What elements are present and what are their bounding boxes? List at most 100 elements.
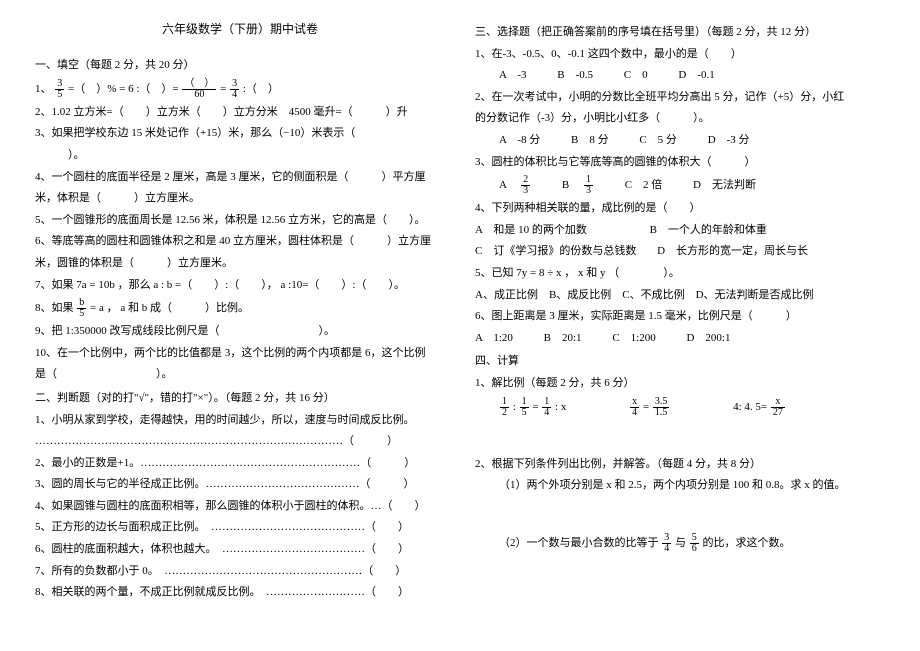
q7: 7、如果 7a = 10b ，那么 a : b =（ ）:（ ）， a :10=… (35, 277, 445, 295)
frac-1-3: 13 (584, 175, 593, 196)
c1c: C 0 (624, 67, 648, 85)
p1b-f2: 3.51.5 (653, 397, 670, 418)
exam-title: 六年级数学（下册）期中试卷 (35, 20, 445, 39)
frac-b-5: b5 (77, 298, 86, 319)
c4d: D 长方形的宽一定，周长与长 (657, 243, 808, 261)
q10a: 10、在一个比例中，两个比的比值都是 3，这个比例的两个内项都是 6，这个比例 (35, 345, 445, 363)
j4: 4、如果圆锥与圆柱的底面积相等，那么圆锥的体积小于圆柱的体积。…（ ） (35, 498, 445, 516)
p1a-f3: 14 (542, 397, 551, 418)
exam-page: 六年级数学（下册）期中试卷 一、填空（每题 2 分，共 20 分） 1、 35 … (0, 0, 920, 651)
c1a: A -3 (499, 67, 527, 85)
j1a: 1、小明从家到学校，走得越快，用的时间越少，所以，速度与时间成反比例。 (35, 412, 445, 430)
c4a: A 和是 10 的两个加数 (475, 222, 587, 240)
section3-header: 三、选择题（把正确答案前的序号填在括号里）（每题 2 分，共 12 分） (475, 24, 885, 42)
c4-opts1: A 和是 10 的两个加数 B 一个人的年龄和体重 (475, 222, 885, 240)
c1b: B -0.5 (557, 67, 593, 85)
c1: 1、在-3、-0.5、0、-0.1 这四个数中，最小的是（ ） (475, 46, 885, 64)
q8-post: = a ， a 和 b 成（ ）比例。 (90, 302, 249, 314)
c3b: B 13 (562, 175, 594, 196)
calc2-2a: （2）一个数与最小合数的比等于 (499, 537, 661, 549)
calc2-1: （1）两个外项分别是 x 和 2.5，两个内项分别是 100 和 0.8。求 x… (475, 477, 885, 495)
c2oa: A -8 分 (499, 132, 540, 150)
c5: 5、已知 7y = 8 ÷ x ， x 和 y （ ）。 (475, 265, 885, 283)
left-column: 六年级数学（下册）期中试卷 一、填空（每题 2 分，共 20 分） 1、 35 … (20, 20, 460, 651)
j7: 7、所有的负数都小于 0。 ………………………………………………（ ） (35, 563, 445, 581)
frac-5-6: 56 (690, 533, 699, 554)
c3a: A 23 (499, 175, 531, 196)
p1c-f: x27 (771, 397, 785, 418)
q6a: 6、等底等高的圆柱和圆锥体积之和是 40 立方厘米，圆柱体积是（ ）立方厘 (35, 233, 445, 251)
j1b: …………………………………………………………………………（ ） (35, 433, 445, 451)
p1b-eq: = (643, 401, 652, 413)
p1b-f1: x4 (630, 397, 639, 418)
q1: 1、 35 =（ ）% = 6 :（ ）= （ ）60 = 34 :（ ） (35, 79, 445, 100)
c1d: D -0.1 (678, 67, 714, 85)
q1-mid1: =（ ）% = 6 :（ ）= (68, 83, 181, 95)
c3-opts: A 23 B 13 C 2 倍 D 无法判断 (475, 175, 885, 196)
spacer2 (475, 499, 885, 529)
c3c: C 2 倍 (625, 177, 663, 195)
frac-blank-60: （ ）60 (182, 79, 216, 100)
j5: 5、正方形的边长与面积成正比例。 ……………………………………（ ） (35, 519, 445, 537)
q1-eq: = (220, 83, 229, 95)
q4b: 米，体积是（ ）立方厘米。 (35, 190, 445, 208)
q3a: 3、如果把学校东边 15 米处记作（+15）米，那么（−10）米表示（ (35, 125, 445, 143)
c5-opts: A、成正比例 B、成反比例 C、不成比例 D、无法判断是否成比例 (475, 287, 885, 305)
c4-opts2: C 订《学习报》的份数与总钱数 D 长方形的宽一定，周长与长 (475, 243, 885, 261)
section4-header: 四、计算 (475, 353, 885, 371)
p1a-eq: = (532, 401, 541, 413)
section2-header: 二、判断题（对的打"√"，错的打"×"）。（每题 2 分，共 16 分） (35, 390, 445, 408)
frac-3-4b: 34 (662, 533, 671, 554)
c3d: D 无法判断 (693, 177, 756, 195)
calc2: 2、根据下列条件列出比例，并解答。（每题 4 分，共 8 分） (475, 456, 885, 474)
q1-prefix: 1、 (35, 83, 52, 95)
j3: 3、圆的周长与它的半径成正比例。……………………………………（ ） (35, 476, 445, 494)
c6a: A 1:20 (475, 330, 513, 348)
calc2-2b: 与 (675, 537, 689, 549)
q5: 5、一个圆锥形的底面周长是 12.56 米，体积是 12.56 立方米，它的高是… (35, 212, 445, 230)
c2od: D -3 分 (708, 132, 750, 150)
q2: 2、1.02 立方米=（ ）立方米（ ）立方分米 4500 毫升=（ ）升 (35, 104, 445, 122)
q9: 9、把 1:350000 改写成线段比例尺是（ ）。 (35, 323, 445, 341)
p1a-end: : x (555, 401, 566, 413)
c2oc: C 5 分 (639, 132, 677, 150)
p1a-f2: 15 (520, 397, 529, 418)
frac-2-3: 23 (521, 175, 530, 196)
j8: 8、相关联的两个量，不成正比例就成反比例。 ………………………（ ） (35, 584, 445, 602)
q6b: 米，圆锥的体积是（ ）立方厘米。 (35, 255, 445, 273)
c3a-pre: A (499, 179, 517, 191)
p1c-pre: 4: 4. 5= (733, 401, 770, 413)
j2: 2、最小的正数是+1。……………………………………………………（ ） (35, 455, 445, 473)
c4b: B 一个人的年龄和体重 (650, 222, 767, 240)
c4: 4、下列两种相关联的量，成比例的是（ ） (475, 200, 885, 218)
section1-header: 一、填空（每题 2 分，共 20 分） (35, 57, 445, 75)
c4c: C 订《学习报》的份数与总钱数 (475, 243, 636, 261)
c3: 3、圆柱的体积比与它等底等高的圆锥的体积大（ ） (475, 154, 885, 172)
c2b: 的分数记作（-3）分，小明比小红多（ ）。 (475, 110, 885, 128)
frac-3-5: 35 (55, 79, 64, 100)
c2ob: B 8 分 (571, 132, 609, 150)
p1a-f1: 12 (500, 397, 509, 418)
c6: 6、图上距离是 3 厘米，实际距离是 1.5 毫米，比例尺是（ ） (475, 308, 885, 326)
c6c: C 1:200 (612, 330, 655, 348)
c3b-pre: B (562, 179, 580, 191)
frac-3-4: 34 (230, 79, 239, 100)
q10b: 是（ ）。 (35, 366, 445, 384)
q1-end: :（ ） (243, 83, 279, 95)
c6d: D 200:1 (686, 330, 730, 348)
q8-pre: 8、如果 (35, 302, 76, 314)
c2-opts: A -8 分 B 8 分 C 5 分 D -3 分 (475, 132, 885, 150)
q3b: ）。 (35, 147, 445, 165)
right-column: 三、选择题（把正确答案前的序号填在括号里）（每题 2 分，共 12 分） 1、在… (460, 20, 900, 651)
calc1: 1、解比例（每题 2 分，共 6 分） (475, 375, 885, 393)
j6: 6、圆柱的底面积越大，体积也越大。 …………………………………（ ） (35, 541, 445, 559)
c1-opts: A -3 B -0.5 C 0 D -0.1 (475, 67, 885, 85)
c6b: B 20:1 (544, 330, 582, 348)
q8: 8、如果 b5 = a ， a 和 b 成（ ）比例。 (35, 298, 445, 319)
p1c: 4: 4. 5= x27 (733, 397, 786, 418)
c6-opts: A 1:20 B 20:1 C 1:200 D 200:1 (475, 330, 885, 348)
p1a: 12 : 15 = 14 : x (499, 397, 566, 418)
p1a-mid: : (513, 401, 519, 413)
calc2-2c: 的比，求这个数。 (703, 537, 791, 549)
calc1-probs: 12 : 15 = 14 : x x4 = 3.51.5 4: 4. 5= x2… (475, 397, 885, 418)
